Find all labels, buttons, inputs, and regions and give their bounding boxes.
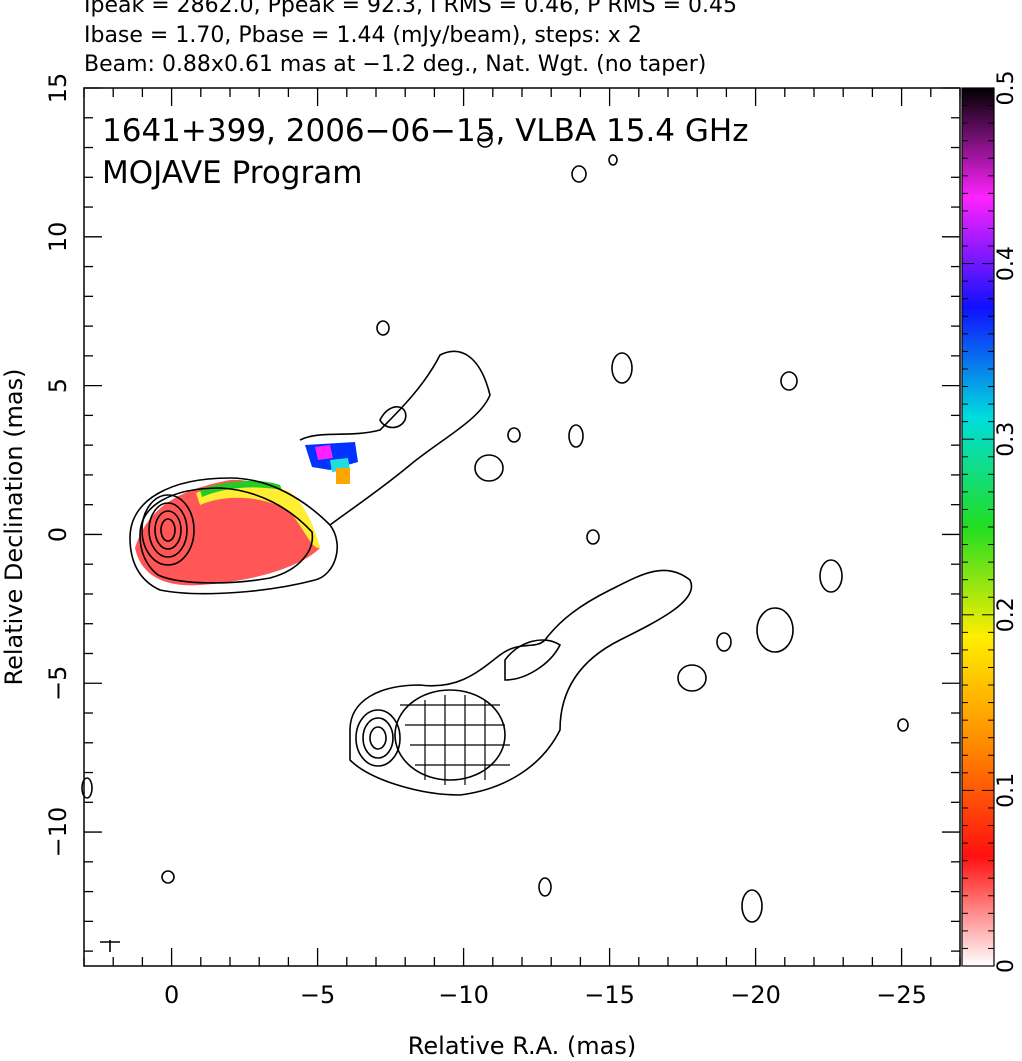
polarization-orange-blob xyxy=(336,468,350,484)
polarization-yellow-edge xyxy=(196,483,320,549)
x-tick-label: −25 xyxy=(876,981,927,1009)
x-tick-label: −20 xyxy=(730,981,781,1009)
contour-blob xyxy=(538,877,552,897)
contour-blob xyxy=(780,371,798,391)
contour-core-2 xyxy=(139,487,314,584)
program-title: MOJAVE Program xyxy=(102,155,362,191)
fractional-polarization-map xyxy=(135,442,358,586)
contour-second-inner xyxy=(394,689,506,781)
colorbar-tick-label: 0.5 xyxy=(994,71,1019,106)
contour-second-core-3 xyxy=(355,709,401,767)
y-tick-label: 0 xyxy=(44,527,72,542)
contour-blob xyxy=(507,427,521,443)
contour-blob xyxy=(477,132,493,148)
polarization-magenta-patch xyxy=(315,445,333,460)
polarization-green-edge xyxy=(200,480,282,497)
beam-cross xyxy=(100,940,120,952)
polarization-vector-grid xyxy=(400,695,510,785)
y-tick-label: 10 xyxy=(44,222,72,253)
contour-blob xyxy=(571,165,587,183)
contour-blob xyxy=(819,559,843,593)
y-tick-label: −10 xyxy=(44,807,72,858)
contour-second-core-5 xyxy=(369,726,387,750)
colorbar-tick-label: 0.3 xyxy=(994,422,1019,457)
polarization-red-core xyxy=(135,479,320,586)
x-tick-label: 0 xyxy=(164,981,179,1009)
contour-blob xyxy=(716,632,732,652)
contour-second-jet-knot xyxy=(504,639,562,681)
contour-blob xyxy=(586,529,600,545)
contour-second-core-4 xyxy=(362,717,394,759)
y-tick-label: 15 xyxy=(44,73,72,104)
contour-blob xyxy=(608,154,618,166)
header-stats-line: Ipeak = 2862.0, Ppeak = 92.3, I RMS = 0.… xyxy=(84,0,737,18)
colorbar-tick-label: 0.1 xyxy=(994,773,1019,808)
colorbar-ticks: 0 0.1 0.2 0.3 0.4 0.5 xyxy=(962,71,1019,973)
contour-core-6 xyxy=(160,518,176,542)
y-tick-label: −5 xyxy=(44,666,72,701)
map-area xyxy=(81,132,909,952)
contour-jet-extension xyxy=(299,350,491,526)
contour-blob xyxy=(677,664,707,692)
x-axis-label: Relative R.A. (mas) xyxy=(408,1032,636,1060)
contour-core-outer xyxy=(129,477,339,595)
contour-blob xyxy=(611,352,633,384)
header-base-line: Ibase = 1.70, Pbase = 1.44 (mJy/beam), s… xyxy=(84,23,642,48)
x-tick-label: −15 xyxy=(584,981,635,1009)
x-tick-label: −5 xyxy=(300,981,335,1009)
axis-ticks: 0 −5 −10 −15 −20 −25 −10 −5 0 5 10 15 xyxy=(44,73,961,1009)
y-axis-label: Relative Declination (mas) xyxy=(0,368,28,685)
y-tick-label: 5 xyxy=(44,378,72,393)
header-beam-line: Beam: 0.88x0.61 mas at −1.2 deg., Nat. W… xyxy=(84,52,707,77)
colorbar-tick-label: 0 xyxy=(994,959,1019,973)
contour-blob xyxy=(81,777,93,799)
colorbar-tick-label: 0.4 xyxy=(994,246,1019,281)
contour-core-4 xyxy=(148,502,188,558)
contour-blob xyxy=(161,870,175,884)
contour-blob xyxy=(756,607,794,653)
source-title: 1641+399, 2006−06−15, VLBA 15.4 GHz xyxy=(102,113,748,149)
contour-core-5 xyxy=(154,510,182,550)
contour-blob xyxy=(568,424,584,448)
contour-blob xyxy=(474,454,504,482)
contour-blob xyxy=(741,889,763,923)
total-intensity-contours xyxy=(81,132,909,952)
contour-second-component-outer xyxy=(349,569,693,796)
contour-blob xyxy=(897,718,909,732)
colorbar-tick-label: 0.2 xyxy=(994,597,1019,632)
x-tick-label: −10 xyxy=(438,981,489,1009)
contour-core-3 xyxy=(141,494,195,566)
contour-blob xyxy=(376,320,390,336)
contour-jet-knot xyxy=(379,406,407,429)
